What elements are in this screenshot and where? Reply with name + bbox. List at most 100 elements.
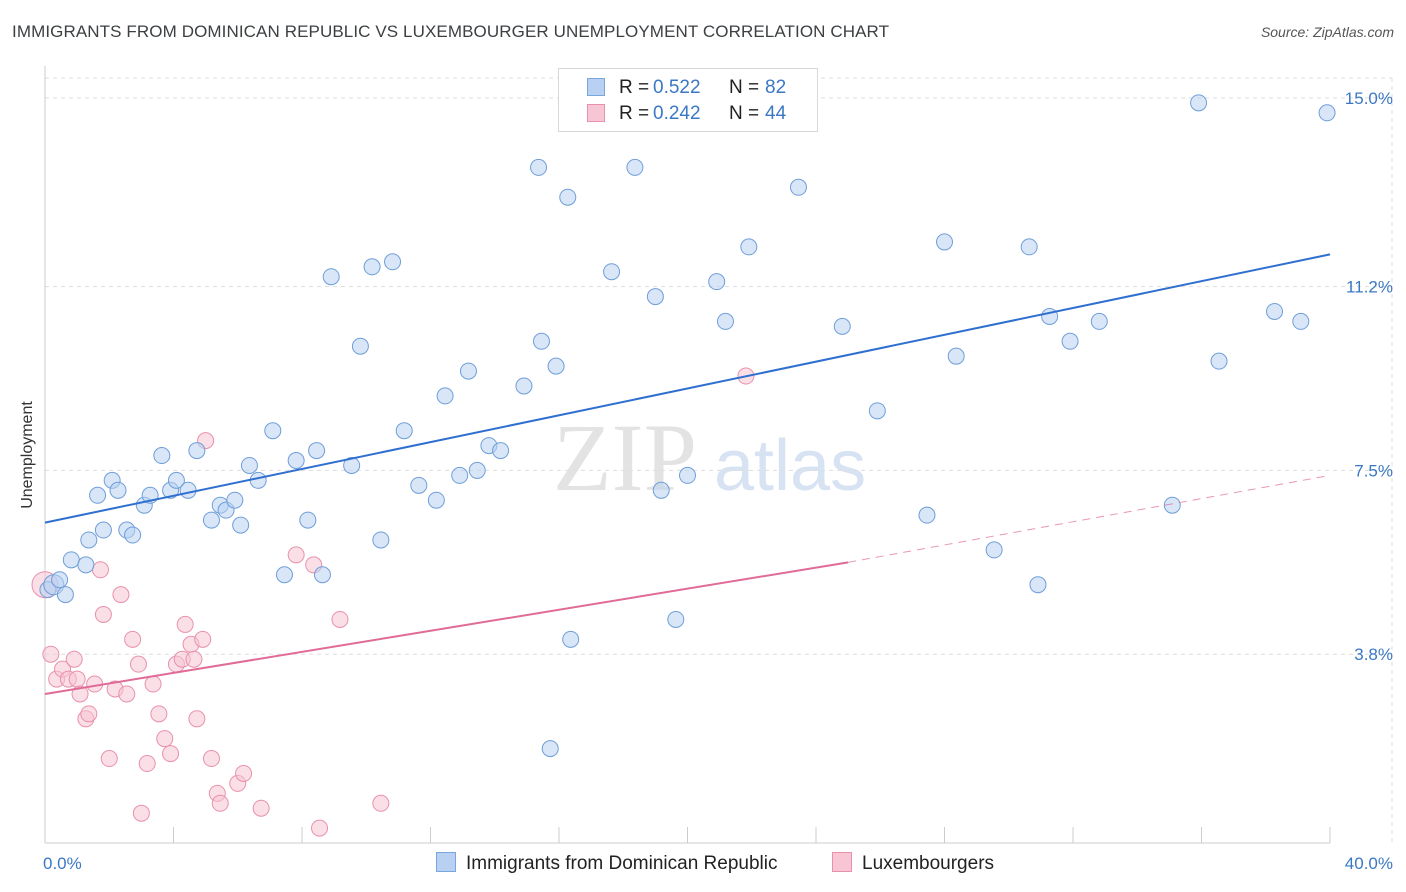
dominican-point [351,337,369,355]
lux-point [150,705,168,723]
dominican-point [833,317,851,335]
dominican-point [427,491,445,509]
lux-point [176,615,194,633]
dominican-point [1029,576,1047,594]
dominican-point [603,263,621,281]
dominican-point [299,511,317,529]
dominican-point [451,466,469,484]
axes [44,66,1331,844]
dominican-point [395,422,413,440]
x-tick-label-1: 40.0% [1345,854,1393,873]
dominican-point [275,566,293,584]
dominican-point [264,422,282,440]
lux-point [80,705,98,723]
dominican-point [322,268,340,286]
lux-point [42,645,60,663]
dominican-point [947,347,965,365]
dominican-point [124,526,142,544]
lux-point [138,755,156,773]
legend-n-label: N = [729,103,760,124]
legend-n-value: 82 [765,77,787,98]
dominican-point [1266,302,1284,320]
lux-point [91,561,109,579]
dominican-point [468,461,486,479]
dominican-point [492,442,510,460]
dominican-point [179,481,197,499]
dominican-point [343,456,361,474]
lux-point [311,819,329,837]
lux-point [185,650,203,668]
dominican-point [626,158,644,176]
dominican-point [985,541,1003,559]
dominican-point [167,471,185,489]
bottom-legend-label-dominican: Immigrants from Dominican Republic [466,853,778,874]
lux-point [132,804,150,822]
dominican-point [1163,496,1181,514]
bottom-legend-swatch-pink [832,852,852,872]
lux-point [71,685,89,703]
dominican-point [530,158,548,176]
dominican-point [202,511,220,529]
y-tick-label-0: 3.8% [1354,645,1393,664]
lux-point [331,610,349,628]
lux-point [211,794,229,812]
dominican-point [249,471,267,489]
y-tick-label-1: 7.5% [1354,461,1393,480]
dominican-point [226,491,244,509]
legend-r-value: 0.522 [653,77,701,98]
dominican-point [541,740,559,758]
dominican-point [1190,94,1208,112]
x-tick-labels: 0.0% 40.0% [43,854,1393,873]
lux-point [100,750,118,768]
dominican-point [1318,104,1336,122]
dominican-point [94,521,112,539]
dominican-point [679,466,696,484]
y-tick-label-2: 11.2% [1346,278,1393,297]
y-tick-label-3: 15.0% [1345,89,1393,108]
lux-point [252,799,270,817]
dominican-point [868,402,886,420]
lux-trend-extension [848,474,1331,563]
lux-point [194,630,212,648]
lux-point [372,794,390,812]
lux-point [235,764,253,782]
bottom-legend-luxembourgers: Luxembourgers [832,852,994,875]
dominican-point [51,571,69,589]
source-label: Source: ZipAtlas.com [1260,24,1394,40]
y-tick-labels: 3.8% 7.5% 11.2% 15.0% [1345,89,1393,664]
legend-r-value: 0.242 [653,103,701,124]
chart-title: IMMIGRANTS FROM DOMINICAN REPUBLIC VS LU… [12,22,890,41]
dominican-point [1061,332,1079,350]
lux-point [156,730,174,748]
dominican-point [363,258,381,276]
dominican-point [1090,312,1108,330]
legend-r-label: R = [619,103,650,124]
bottom-legend-swatch-blue [436,852,456,872]
dominican-point [652,481,670,499]
lux-point [124,630,142,648]
dominican-point [80,531,98,549]
dominican-point [436,387,454,405]
lux-trend-line [44,561,849,695]
dominican-point [232,516,250,534]
watermark-atlas: atlas [714,426,866,506]
lux-point [202,750,220,768]
watermark: ZIP atlas [553,404,866,511]
watermark-zip: ZIP [553,404,697,511]
legend-n-value: 44 [765,103,787,124]
lux-point [188,710,206,728]
legend-r-label: R = [619,77,650,98]
dominican-point [56,586,74,604]
legend-swatch-blue [587,78,605,96]
dominican-points [39,94,1336,758]
dominican-point [708,273,726,291]
dominican-point [559,188,577,206]
lux-point [112,586,130,604]
dominican-trend-line [44,253,1331,524]
dominican-point [646,288,664,306]
dominican-point [667,610,685,628]
dominican-point [789,178,807,196]
dominican-point [313,566,331,584]
lux-point [129,655,147,673]
lux-point [287,546,305,564]
